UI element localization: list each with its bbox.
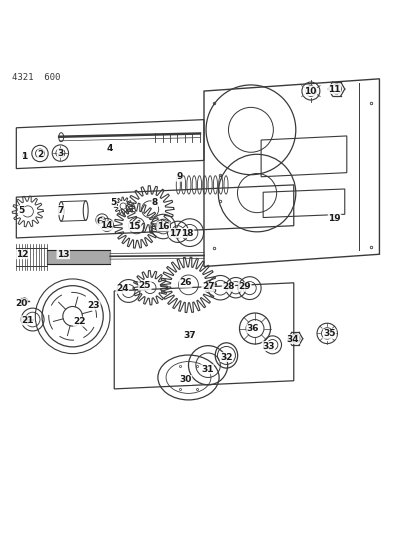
Text: 11: 11 — [328, 85, 341, 93]
Text: 5: 5 — [18, 206, 24, 215]
Text: 30: 30 — [180, 375, 192, 384]
Text: 29: 29 — [239, 282, 251, 292]
Text: 8: 8 — [152, 198, 158, 206]
Text: 35: 35 — [324, 329, 336, 338]
Text: 26: 26 — [180, 278, 192, 287]
Text: 34: 34 — [287, 335, 299, 344]
Text: 25: 25 — [139, 281, 151, 290]
Text: 18: 18 — [182, 229, 194, 238]
Text: 14: 14 — [100, 221, 112, 230]
Text: 24: 24 — [116, 285, 129, 294]
Text: 36: 36 — [247, 324, 259, 333]
Text: 37: 37 — [184, 332, 196, 341]
Text: 13: 13 — [57, 250, 69, 259]
Text: 23: 23 — [88, 301, 100, 310]
Text: 4: 4 — [107, 144, 113, 152]
Text: 7: 7 — [57, 206, 64, 215]
Text: 5: 5 — [110, 198, 117, 206]
Text: 15: 15 — [129, 222, 141, 231]
Text: 22: 22 — [73, 317, 86, 326]
Text: 32: 32 — [220, 352, 233, 361]
Text: 33: 33 — [262, 342, 275, 351]
Text: 21: 21 — [22, 316, 34, 325]
Text: 27: 27 — [202, 282, 214, 292]
Text: 20: 20 — [15, 298, 27, 308]
Text: 31: 31 — [201, 365, 213, 374]
Text: 4321  600: 4321 600 — [12, 72, 61, 82]
Text: 2: 2 — [38, 150, 44, 159]
Text: 16: 16 — [157, 222, 169, 231]
Text: 1: 1 — [21, 152, 28, 161]
Text: 12: 12 — [16, 250, 29, 259]
Text: 19: 19 — [328, 214, 341, 223]
Text: 10: 10 — [304, 86, 316, 95]
Text: 9: 9 — [176, 172, 183, 181]
Text: 3: 3 — [57, 149, 64, 158]
Text: 17: 17 — [169, 229, 182, 238]
Text: 6: 6 — [97, 217, 103, 226]
Text: 28: 28 — [222, 282, 235, 292]
